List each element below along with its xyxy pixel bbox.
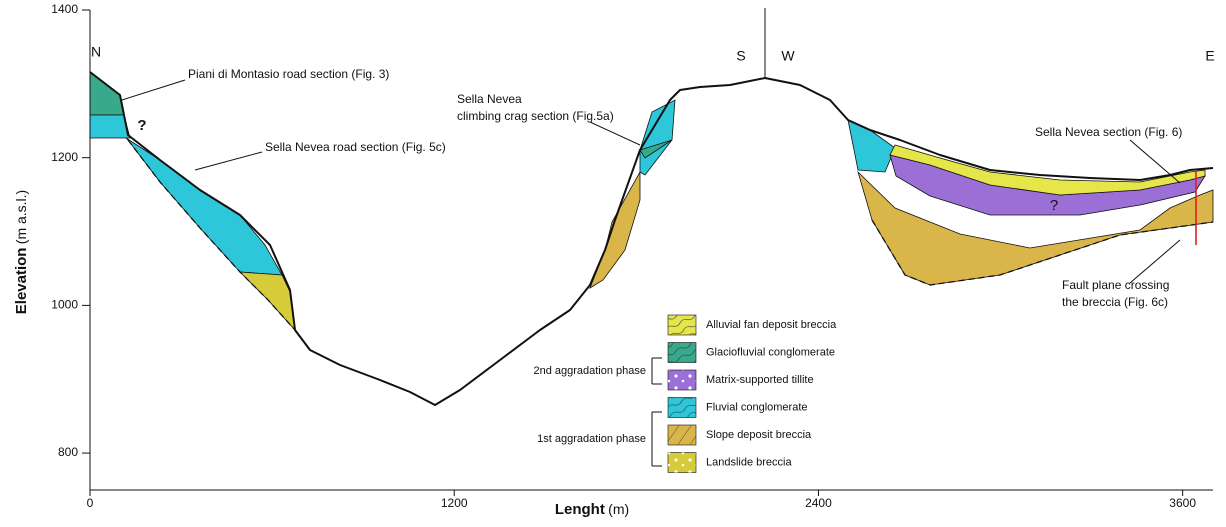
slope-deposit <box>590 172 640 288</box>
y-tick-label: 800 <box>58 445 78 459</box>
y-label: Elevation <box>13 248 30 315</box>
y-unit: (m a.s.l.) <box>13 190 29 244</box>
legend: 2nd aggradation phase 1st aggradation ph… <box>533 315 837 473</box>
direction: S <box>736 48 745 64</box>
legend-label: Landslide breccia <box>706 456 792 468</box>
annotation: Piani di Montasio road section (Fig. 3) <box>188 67 389 81</box>
leader <box>195 152 262 170</box>
group-label: 2nd aggradation phase <box>533 365 646 377</box>
legend-pattern <box>668 343 696 363</box>
leader <box>590 122 640 145</box>
legend-pattern <box>668 398 696 418</box>
question-mark: ? <box>1050 197 1058 214</box>
legend-label: Matrix-supported tillite <box>706 374 814 386</box>
legend-label: Glaciofluvial conglomerate <box>706 346 835 358</box>
x-tick-label: 0 <box>87 496 94 510</box>
x-label: Lenght <box>555 501 605 518</box>
y-tick-label: 1000 <box>51 298 78 312</box>
x-tick-label: 3600 <box>1169 496 1196 510</box>
leader <box>122 80 185 100</box>
legend-label: Fluvial conglomerate <box>706 401 808 413</box>
question-mark: ? <box>137 117 146 134</box>
annotation: the breccia (Fig. 6c) <box>1062 295 1168 309</box>
fluvial-deposit <box>640 100 675 175</box>
fluvial-deposit <box>126 138 282 275</box>
fluvial-deposit <box>848 120 895 172</box>
annotation: climbing crag section (Fig.5a) <box>457 109 614 123</box>
legend-label: Slope deposit breccia <box>706 429 812 441</box>
cross-section: Lenght (m) Elevation (m a.s.l.) N S W E … <box>0 0 1226 527</box>
x-unit: (m) <box>608 501 629 517</box>
legend-pattern <box>668 453 696 473</box>
leader <box>1130 240 1180 283</box>
y-axis-title: Elevation (m a.s.l.) <box>13 190 30 314</box>
x-tick-label: 2400 <box>805 496 832 510</box>
deposits <box>90 72 1213 330</box>
y-tick-label: 1200 <box>51 150 78 164</box>
x-tick-label: 1200 <box>441 496 468 510</box>
legend-pattern <box>668 315 696 335</box>
legend-pattern <box>668 370 696 390</box>
y-tick-label: 1400 <box>51 2 78 16</box>
x-axis-title: Lenght (m) <box>555 501 629 518</box>
annotation: Sella Nevea road section (Fig. 5c) <box>265 140 446 154</box>
legend-label: Alluvial fan deposit breccia <box>706 319 837 331</box>
annotation: Fault plane crossing <box>1062 278 1169 292</box>
direction: E <box>1205 48 1214 64</box>
group-label: 1st aggradation phase <box>537 433 646 445</box>
direction: N <box>91 44 101 60</box>
annotation: Sella Nevea section (Fig. 6) <box>1035 125 1182 139</box>
annotation: Sella Nevea <box>457 92 522 106</box>
direction: W <box>781 48 795 64</box>
legend-pattern <box>668 425 696 445</box>
